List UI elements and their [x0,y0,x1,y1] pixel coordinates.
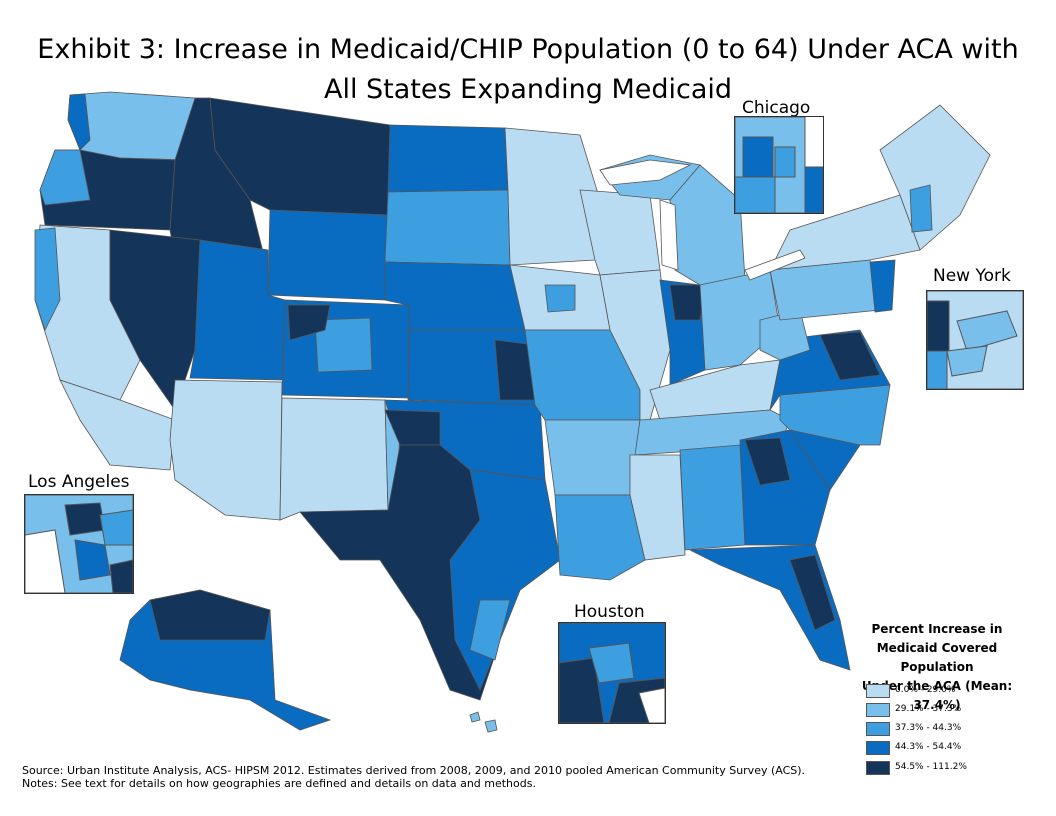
region-wa-coast [67,93,91,151]
inset-houston [558,622,666,724]
legend-title: Percent Increase in Medicaid Covered Pop… [842,620,1032,715]
region-ne-center [909,184,933,233]
legend-swatch [866,761,890,775]
region-georgia-dark [744,437,791,486]
legend-swatch [866,722,890,736]
region-pennsylvania [769,259,881,321]
region-co-west [287,304,331,341]
region-north-dakota [387,124,509,193]
inset-label-new-york: New York [933,266,1011,286]
region-florida-dark [789,554,836,631]
inset-los-angeles [24,494,134,594]
inset-chicago-map [735,117,823,213]
lake-michigan [659,199,679,271]
region-new-england [879,104,991,251]
region-hawaii-2 [484,719,498,733]
legend-swatch [866,741,890,755]
inset-los-angeles-map [25,495,133,593]
legend-label: 37.3% - 44.3% [895,723,962,733]
region-mississippi [629,454,686,561]
title-line-1: Exhibit 3: Increase in Medicaid/CHIP Pop… [37,34,1019,65]
region-new-mexico [279,397,389,521]
map-title: Exhibit 3: Increase in Medicaid/CHIP Pop… [0,30,1056,110]
inset-new-york [926,290,1024,390]
region-south-dakota [384,189,511,266]
region-wisconsin [579,189,661,276]
inset-label-chicago: Chicago [742,98,811,118]
notes-line: Notes: See text for details on how geogr… [22,777,536,790]
legend-swatch [866,684,890,698]
inset-chicago [734,116,824,214]
region-co-central [314,317,373,373]
region-ca-coast [34,227,61,332]
region-alaska-north [149,589,271,641]
region-louisiana [554,494,646,581]
region-arizona [169,379,283,521]
inset-houston-map [559,623,665,723]
lake-erie [744,249,806,281]
region-new-jersey [869,259,896,313]
source-line: Source: Urban Institute Analysis, ACS- H… [22,764,806,777]
title-line-2: All States Expanding Medicaid [323,74,733,105]
legend-title-line-3: Under the ACA (Mean: 37.4%) [861,679,1013,712]
region-california-south [59,379,176,471]
region-iowa-center [544,284,576,313]
legend-title-line-1: Percent Increase in [871,622,1003,636]
region-oregon-west [39,149,91,206]
lake-superior [599,159,692,186]
legend-swatch [866,703,890,717]
legend-label: 0.0% - 29.0% [895,685,956,695]
legend-label: 44.3% - 54.4% [895,742,962,752]
region-va-dark [819,331,881,381]
region-wyoming [267,209,389,301]
inset-label-houston: Houston [574,602,645,622]
source-note: Source: Urban Institute Analysis, ACS- H… [22,764,805,790]
inset-label-los-angeles: Los Angeles [28,472,130,492]
region-hawaii-1 [469,711,481,723]
legend-label: 54.5% - 111.2% [895,762,967,772]
legend-label: 29.1% - 37.3% [895,704,962,714]
region-indiana-dark [669,284,706,321]
inset-new-york-map [927,291,1023,389]
region-arkansas [544,419,641,496]
region-alabama [679,444,746,551]
legend-title-line-2: Medicaid Covered Population [876,641,998,674]
region-texas-gulf [469,599,511,661]
